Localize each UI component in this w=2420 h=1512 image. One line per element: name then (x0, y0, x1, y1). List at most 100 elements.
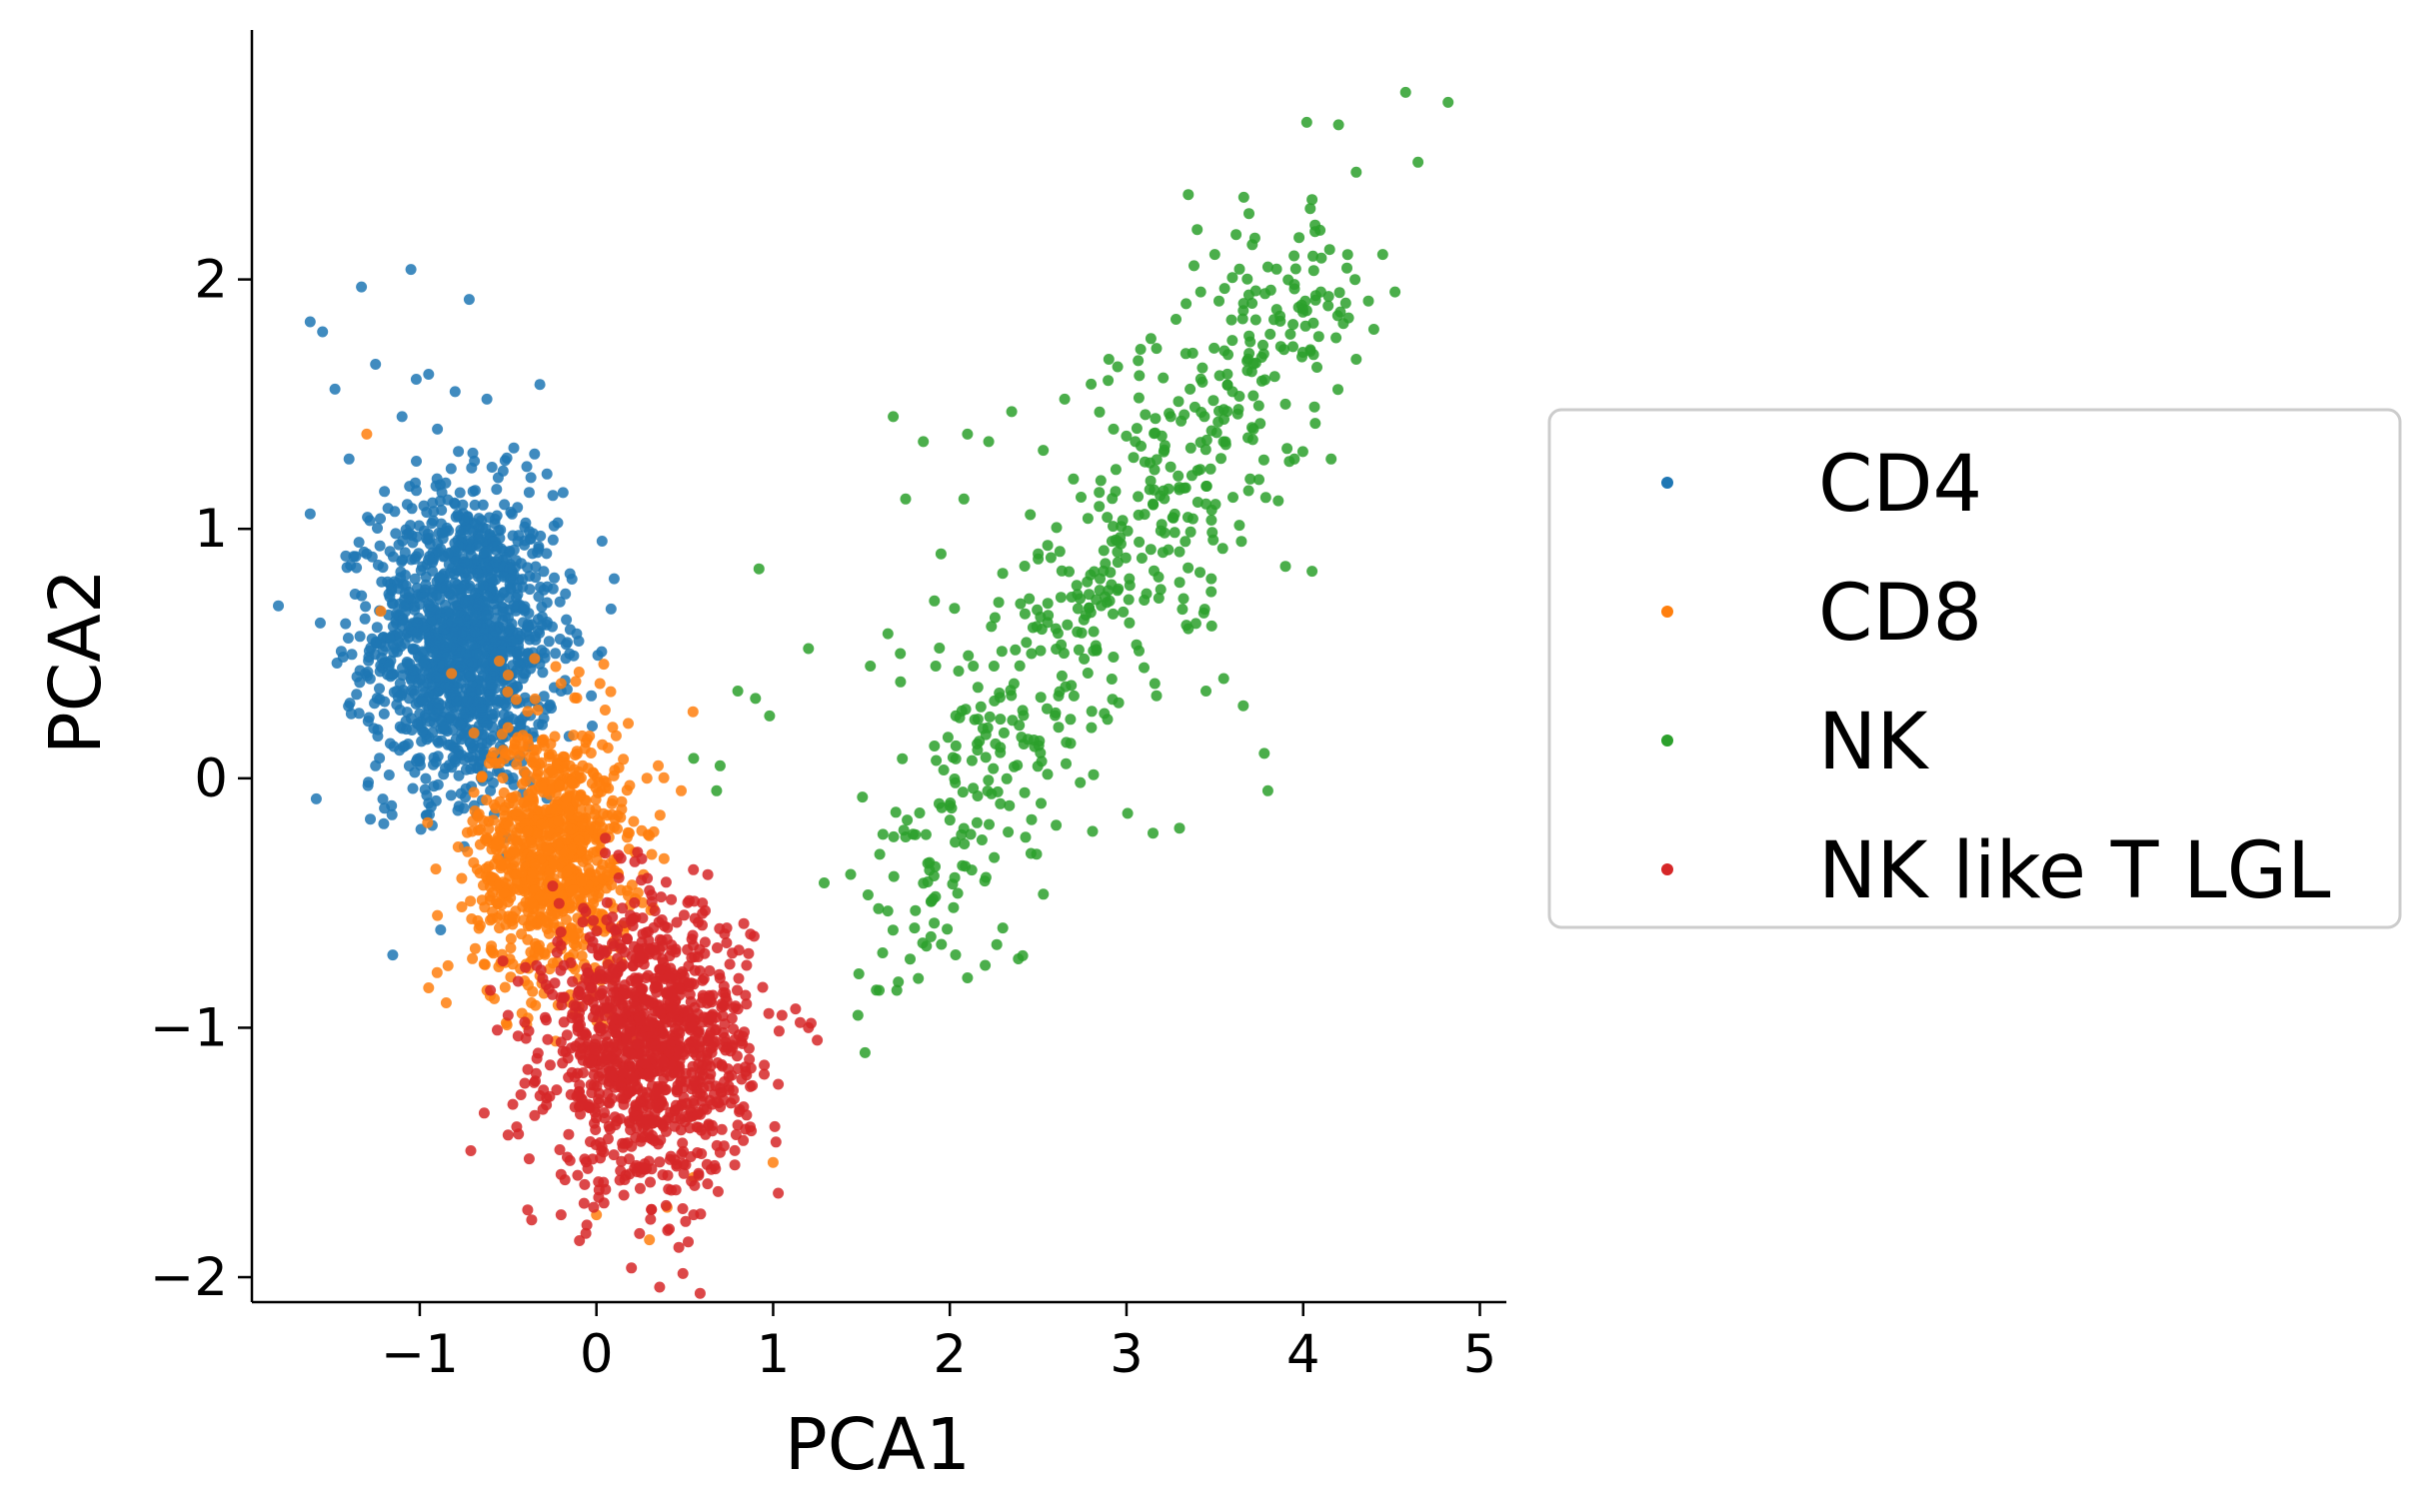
data-point (433, 546, 445, 558)
data-point (660, 876, 672, 888)
data-point (1281, 443, 1293, 455)
data-point (573, 834, 585, 846)
data-point (952, 887, 964, 899)
data-point (1153, 571, 1165, 583)
data-point (558, 1016, 570, 1028)
data-point (606, 1014, 618, 1026)
data-point (513, 1128, 525, 1140)
data-point (673, 1241, 685, 1253)
data-point (745, 928, 757, 940)
data-point (497, 772, 509, 783)
data-point (581, 1219, 593, 1231)
data-point (1050, 707, 1062, 719)
data-point (1103, 375, 1115, 387)
data-point (1192, 465, 1204, 477)
data-point (617, 902, 629, 914)
data-point (486, 462, 498, 473)
data-point (1306, 194, 1318, 206)
data-point (1233, 391, 1245, 402)
data-point (710, 1024, 721, 1036)
data-point (436, 505, 448, 516)
data-point (601, 914, 613, 925)
x-axis-title: PCA1 (785, 1403, 971, 1486)
data-point (446, 668, 458, 680)
data-point (529, 448, 541, 460)
data-point (618, 1189, 630, 1201)
data-point (1233, 263, 1245, 275)
data-point (1206, 586, 1217, 598)
data-point (1201, 686, 1211, 697)
data-point (461, 696, 473, 708)
data-point (721, 937, 733, 948)
data-point (671, 916, 683, 928)
data-point (590, 1033, 602, 1045)
data-point (490, 613, 502, 625)
data-point (1195, 286, 1207, 298)
data-point (557, 487, 569, 499)
data-point (533, 719, 545, 731)
data-point (1309, 226, 1321, 238)
data-point (634, 1014, 646, 1026)
data-point (688, 753, 700, 764)
data-point (449, 545, 461, 557)
data-point (1131, 423, 1143, 435)
data-point (593, 1011, 605, 1023)
data-point (958, 493, 970, 505)
data-point (433, 703, 445, 715)
data-point (988, 762, 1000, 774)
data-point (428, 758, 439, 770)
data-point (453, 800, 465, 812)
data-point (613, 994, 625, 1006)
data-point (475, 684, 487, 696)
data-point (431, 671, 443, 683)
data-point (1121, 430, 1133, 442)
data-point (895, 676, 907, 688)
data-point (1087, 825, 1099, 837)
data-point (560, 792, 572, 803)
data-point (719, 1018, 731, 1030)
data-point (658, 771, 670, 783)
data-point (700, 1128, 712, 1140)
data-point (682, 943, 694, 955)
y-axis-title: PCA2 (34, 569, 117, 755)
data-point (576, 875, 588, 887)
data-point (516, 928, 528, 940)
data-point (597, 739, 609, 751)
data-point (871, 984, 883, 996)
data-point (1112, 557, 1124, 569)
data-point (528, 745, 540, 756)
data-point (463, 294, 475, 306)
data-point (567, 884, 579, 896)
data-point (550, 648, 562, 660)
data-point (1341, 249, 1353, 261)
data-point (414, 756, 426, 767)
data-point (895, 648, 907, 660)
data-point (757, 981, 769, 993)
legend-label: CD4 (1818, 440, 1982, 530)
data-point (893, 976, 905, 988)
data-point (983, 774, 995, 786)
data-point (1219, 439, 1231, 451)
data-point (431, 650, 443, 662)
data-point (554, 1144, 566, 1155)
data-point (561, 614, 573, 626)
data-point (533, 943, 545, 955)
data-point (535, 964, 547, 976)
data-point (410, 698, 422, 710)
data-point (522, 807, 534, 819)
data-point (976, 834, 988, 845)
data-point (1140, 409, 1152, 421)
data-point (1073, 644, 1085, 656)
data-point (910, 904, 922, 916)
data-point (657, 953, 669, 965)
data-point (436, 582, 447, 594)
data-point (430, 794, 442, 806)
data-point (1171, 314, 1182, 325)
data-point (676, 784, 687, 796)
data-point (407, 644, 419, 656)
data-point (415, 823, 427, 835)
data-point (702, 1178, 714, 1190)
data-point (505, 942, 517, 954)
data-point (997, 568, 1009, 580)
data-point (467, 486, 479, 498)
